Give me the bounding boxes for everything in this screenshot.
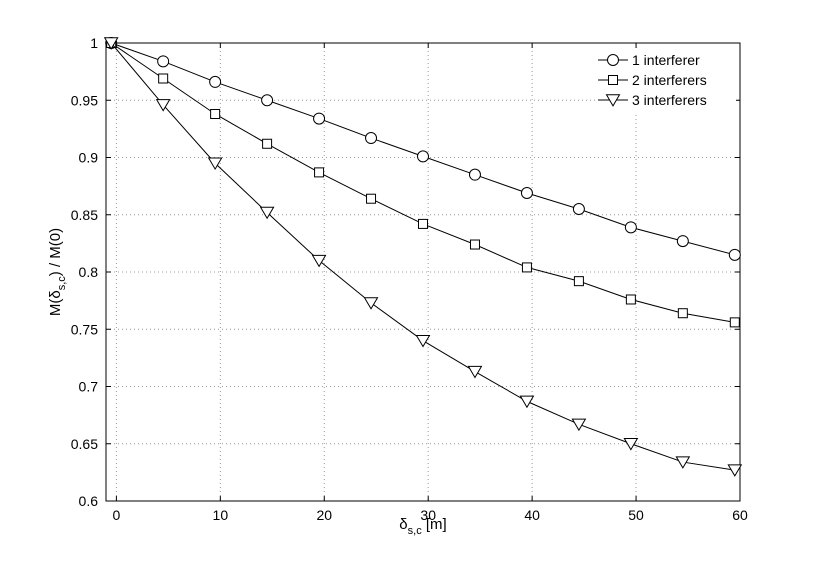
x-tick-label: 10: [213, 507, 229, 523]
y-axis-label: M(δs,c) / M(0): [47, 228, 68, 316]
legend-marker-triangle-down: [605, 94, 621, 107]
data-point-triangle-down: [311, 254, 327, 268]
data-point-triangle-down: [363, 297, 379, 310]
y-axis-label-subscript: s,c: [56, 276, 68, 291]
data-point-triangle-down: [207, 157, 223, 171]
data-point-circle: [728, 248, 741, 261]
data-point-square: [521, 262, 532, 273]
data-point-triangle-down: [727, 464, 743, 477]
y-tick-label: 0.7: [79, 379, 99, 395]
x-tick-label: 50: [628, 507, 644, 523]
data-point-square: [262, 138, 273, 149]
y-tick-label: 0.65: [71, 436, 98, 452]
data-point-triangle-down: [571, 418, 587, 432]
y-tick-label: 0.9: [79, 150, 99, 166]
legend-item: 2 interferers: [598, 72, 707, 88]
data-point-triangle-down: [103, 37, 119, 50]
series-3: [103, 37, 743, 477]
legend-marker-square: [608, 75, 618, 85]
data-point-circle: [313, 112, 326, 125]
data-point-square: [418, 218, 428, 229]
y-tick-label: 0.75: [71, 321, 98, 337]
y-tick-label: 0.8: [79, 264, 99, 280]
legend-label: 1 interferer: [632, 52, 700, 68]
data-point-circle: [209, 75, 222, 88]
data-point-triangle-down: [623, 438, 639, 451]
data-point-circle: [676, 235, 689, 248]
data-point-square: [158, 73, 169, 84]
legend-marker-circle: [607, 54, 619, 66]
legend-item: 3 interferers: [598, 92, 707, 108]
y-tick-label: 0.85: [71, 207, 98, 223]
legend-item: 1 interferer: [598, 52, 700, 68]
data-point-square: [469, 239, 480, 250]
series-2: [106, 38, 740, 328]
data-point-triangle-down: [259, 206, 275, 220]
legend-label: 2 interferers: [632, 72, 707, 88]
data-point-circle: [468, 168, 481, 181]
x-tick-label: 40: [524, 507, 540, 523]
y-axis-label-prefix: M(δ: [47, 290, 64, 316]
data-point-square: [314, 167, 325, 178]
series-layer: [103, 37, 743, 477]
x-tick-label: 20: [316, 507, 332, 523]
axis-ticks: 0 10 20 30 40 50 60 0.6 0.65 0.7 0.75 0.8 0.85 0.9 0.9…: [71, 35, 748, 523]
data-point-circle: [261, 94, 274, 107]
y-tick-label: 1: [90, 35, 98, 51]
x-tick-label: 30: [420, 507, 436, 523]
y-tick-label: 0.6: [79, 493, 99, 509]
x-tick-label: 0: [112, 507, 120, 523]
data-point-circle: [365, 132, 378, 145]
data-point-triangle-down: [519, 395, 535, 409]
x-axis-label-main: δ: [399, 516, 407, 533]
y-tick-label: 0.95: [71, 92, 98, 108]
x-axis-label: δs,c [m]: [399, 516, 446, 537]
data-point-square: [677, 308, 688, 319]
data-point-square: [366, 193, 377, 204]
data-point-circle: [624, 221, 637, 234]
data-point-square: [210, 108, 221, 119]
data-point-square: [729, 317, 740, 328]
data-point-triangle-down: [415, 335, 431, 348]
y-axis-label-suffix: ) / M(0): [47, 228, 64, 276]
x-axis-label-subscript: s,c: [408, 525, 423, 537]
data-point-square: [625, 294, 636, 305]
data-point-triangle-down: [467, 365, 483, 379]
legend-label: 3 interferers: [632, 92, 707, 108]
x-axis-label-unit: [m]: [422, 516, 447, 533]
data-point-circle: [157, 55, 170, 68]
data-point-circle: [520, 186, 533, 199]
legend: 1 interferer 2 interferers 3 interferers: [596, 48, 736, 112]
data-point-circle: [572, 203, 585, 216]
data-point-square: [573, 276, 584, 287]
data-point-circle: [417, 150, 429, 163]
data-point-triangle-down: [155, 99, 171, 112]
data-point-triangle-down: [675, 456, 691, 469]
x-tick-label: 60: [732, 507, 748, 523]
